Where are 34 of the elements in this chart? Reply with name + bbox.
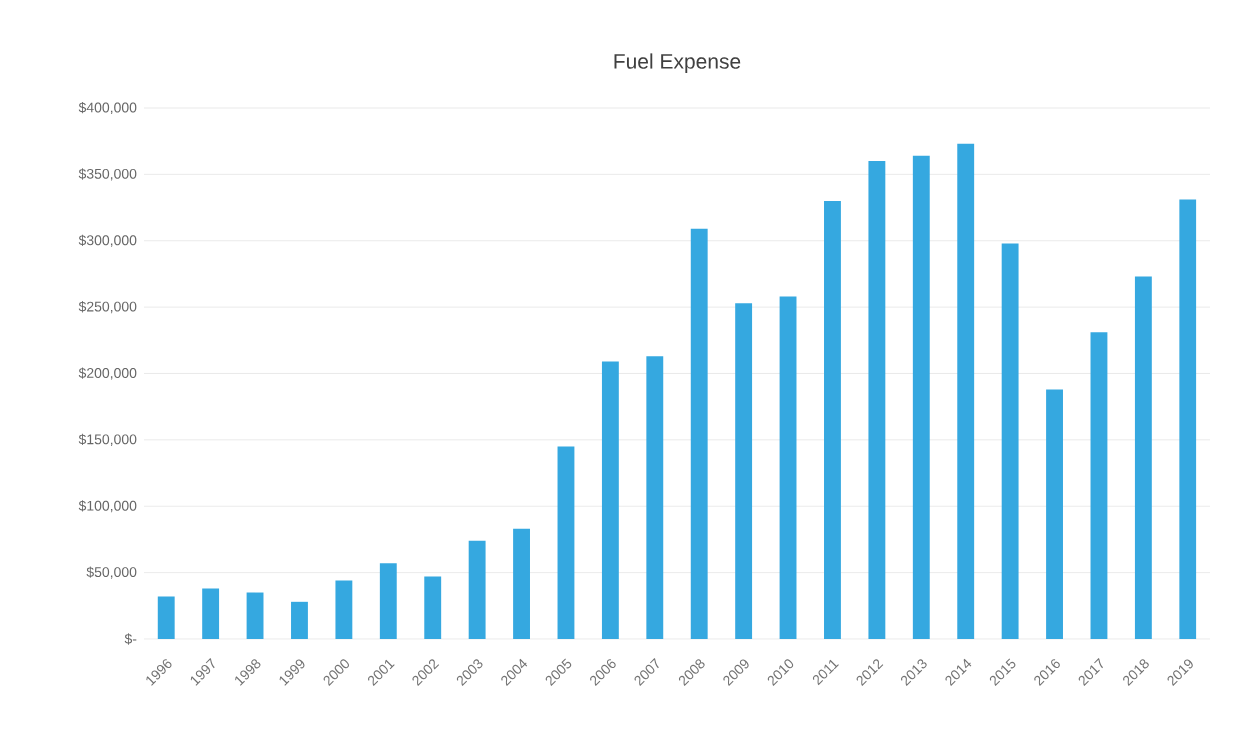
bar [557, 446, 575, 639]
bar [912, 155, 930, 639]
y-tick-label: $100,000 [78, 500, 137, 513]
bar [291, 601, 308, 639]
y-tick-label: $- [124, 633, 137, 645]
bar [735, 303, 753, 639]
y-tick-label: $300,000 [78, 234, 137, 247]
bar [1001, 243, 1019, 639]
bar [202, 588, 220, 639]
bar [824, 200, 841, 639]
bar [957, 143, 975, 639]
bar [779, 296, 797, 639]
bar [157, 596, 175, 639]
bar [335, 580, 353, 639]
bar [246, 592, 264, 639]
y-tick-label: $200,000 [78, 367, 137, 380]
y-tick-label: $350,000 [78, 168, 137, 181]
bar [1046, 389, 1063, 639]
chart-title: Fuel Expense [614, 53, 741, 73]
bar [1179, 199, 1197, 639]
bar [690, 228, 708, 639]
y-tick-label: $50,000 [86, 566, 137, 579]
bar [379, 563, 397, 639]
bar [1134, 276, 1152, 639]
bar [513, 528, 530, 639]
y-tick-label: $150,000 [78, 433, 137, 446]
bar [424, 576, 442, 639]
bar [868, 161, 886, 639]
y-tick-label: $400,000 [78, 101, 137, 115]
bar [468, 540, 486, 639]
bar [601, 361, 619, 639]
bar [646, 356, 664, 639]
y-tick-label: $250,000 [78, 301, 137, 314]
bar [1090, 332, 1108, 639]
